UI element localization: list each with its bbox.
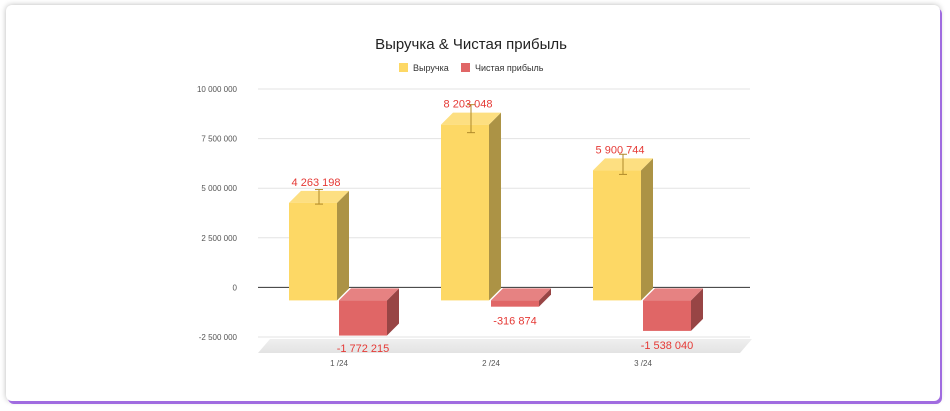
legend-label-1: Чистая прибыль [475, 63, 544, 73]
bar-profit-1-top [491, 288, 551, 301]
bar-revenue-1 [441, 124, 489, 301]
y-tick-label: 5 000 000 [201, 184, 237, 193]
bar-revenue-2-side [641, 158, 653, 301]
x-tick-label: 2 /24 [482, 359, 500, 368]
data-label-profit-0: -1 772 215 [337, 343, 390, 355]
x-tick-label: 1 /24 [330, 359, 348, 368]
bar-revenue-2 [593, 170, 641, 301]
bar-profit-2-side [691, 288, 703, 331]
bar-revenue-1-side [489, 112, 501, 301]
legend: Выручка Чистая прибыль [399, 63, 544, 73]
floor-plane [258, 339, 752, 353]
y-tick-label: 0 [233, 283, 238, 292]
chart-title: Выручка & Чистая прибыль [375, 36, 567, 53]
bar-revenue-0-side [337, 190, 349, 301]
data-label-revenue-2: 5 900 744 [596, 144, 645, 156]
legend-label-0: Выручка [413, 63, 449, 73]
data-label-profit-1: -316 874 [493, 316, 536, 328]
bar-profit-0-side [387, 288, 399, 336]
y-tick-label: 2 500 000 [201, 234, 237, 243]
x-tick-label: 3 /24 [634, 359, 652, 368]
legend-swatch-1 [461, 63, 470, 72]
y-tick-label: 7 500 000 [201, 135, 237, 144]
data-label-revenue-1: 8 203 048 [444, 99, 493, 111]
bar-revenue-0 [289, 202, 337, 301]
y-tick-label: -2 500 000 [199, 333, 238, 342]
y-tick-label: 10 000 000 [197, 85, 238, 94]
plot-area: 10 000 000 7 500 000 5 000 000 2 500 000 0 -2… [197, 85, 752, 368]
bar-profit-1-side [539, 288, 551, 307]
bar-profit-2 [643, 300, 691, 331]
legend-swatch-0 [399, 63, 408, 72]
bar-profit-0 [339, 300, 387, 336]
bar-profit-1 [491, 300, 539, 307]
bar-profit-0-top [339, 288, 399, 301]
data-label-revenue-0: 4 263 198 [292, 177, 341, 189]
bar-profit-2-top [643, 288, 703, 301]
data-label-profit-2: -1 538 040 [641, 340, 694, 352]
